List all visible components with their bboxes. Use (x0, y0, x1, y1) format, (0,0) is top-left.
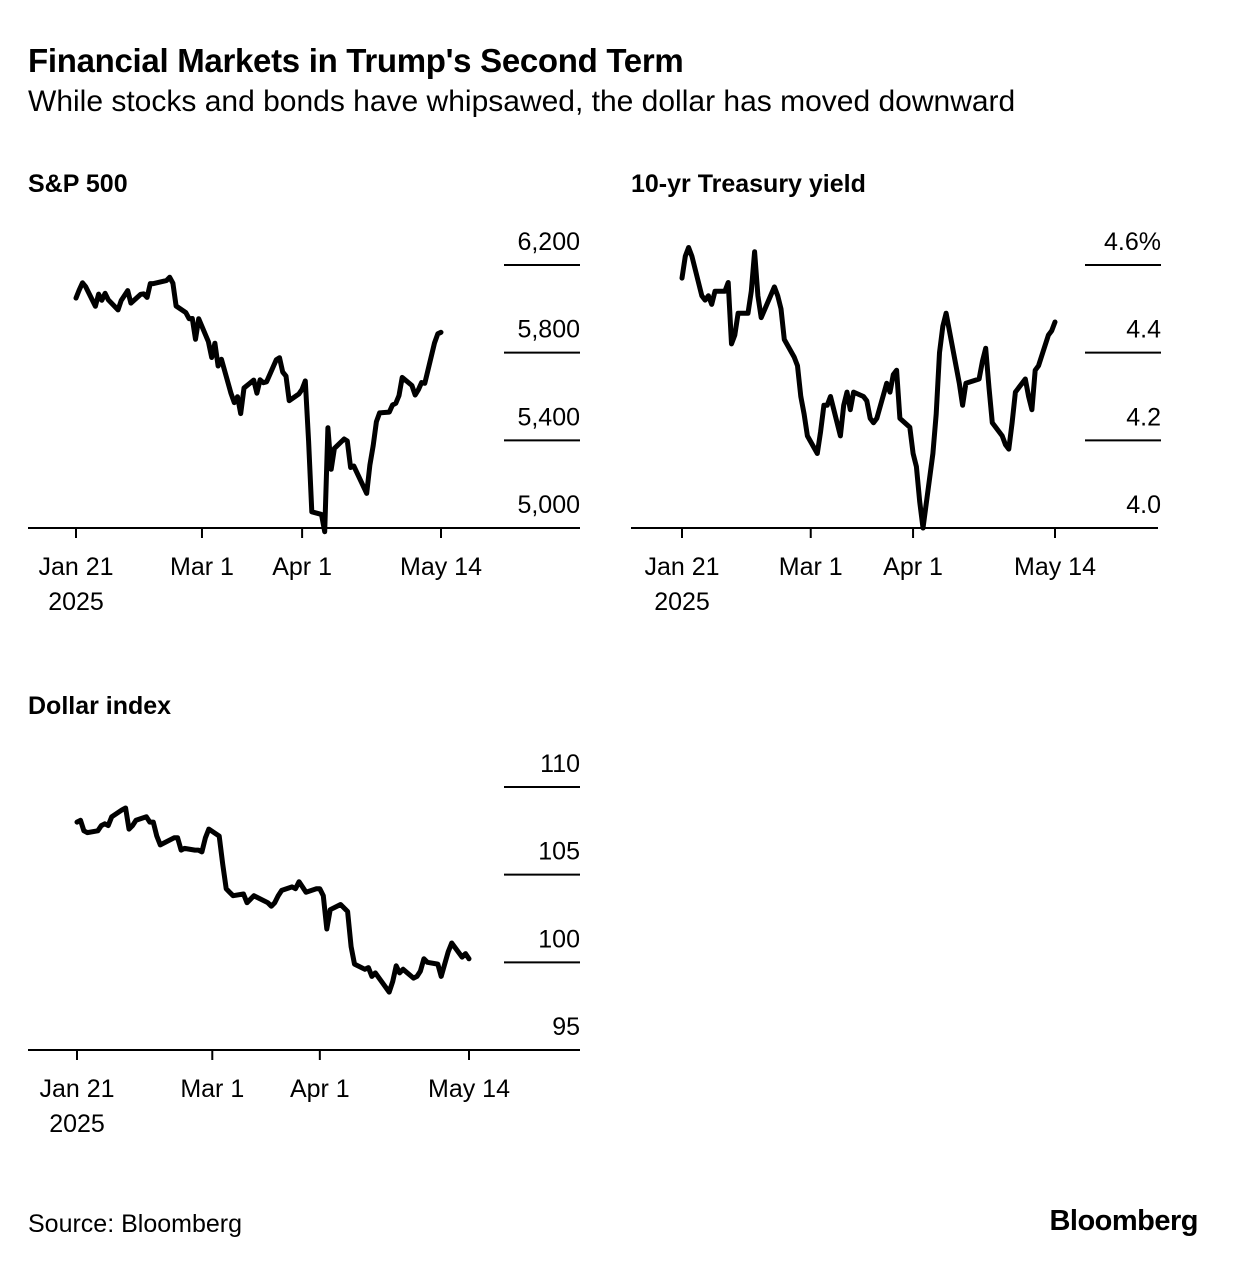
series-line (679, 245, 1058, 531)
y-tick-label: 4.2 (1126, 403, 1161, 431)
dollar-chart: 95 100 105 110 Jan 21 2025 Mar 1 Apr 1 May 14 (28, 750, 580, 1138)
y-tick-label: 4.4 (1126, 316, 1161, 344)
treasury-title: 10-yr Treasury yield (631, 170, 866, 198)
dollar-panel: Dollar index 95 100 105 110 Jan 21 2025 Mar 1 A… (28, 692, 588, 1152)
source-note: Source: Bloomberg (28, 1210, 243, 1238)
x-tick-label: Jan 21 (644, 553, 719, 581)
x-tick-label: May 14 (400, 553, 482, 581)
x-tick-label: May 14 (1014, 553, 1096, 581)
treasury-panel: 10-yr Treasury yield 4.0 4.2 4.4 4.6% Jan 21… (631, 170, 1191, 630)
sp500-panel: S&P 500 5,000 5,400 5,800 6,200 Jan 21 2025 Ma… (28, 170, 588, 630)
x-tick-label: May 14 (428, 1075, 510, 1103)
y-tick-label: 100 (538, 925, 580, 953)
y-tick-label: 5,800 (517, 316, 580, 344)
treasury-chart: 4.0 4.2 4.4 4.6% Jan 21 2025 Mar 1 Apr 1 May 14 (631, 228, 1161, 616)
x-tick-label: Mar 1 (180, 1075, 244, 1103)
x-tick-label: Apr 1 (290, 1075, 350, 1103)
y-tick-label: 105 (538, 838, 580, 866)
x-tick-label: Jan 21 (39, 1075, 114, 1103)
chart-title: Financial Markets in Trump's Second Term (28, 42, 684, 79)
x-tick-label: Apr 1 (883, 553, 943, 581)
y-tick-label: 110 (540, 750, 580, 778)
series-line (74, 805, 472, 995)
y-tick-label: 95 (552, 1013, 580, 1041)
x-tick-sublabel: 2025 (48, 588, 104, 616)
y-tick-label: 6,200 (517, 228, 580, 256)
y-tick-label: 5,400 (517, 403, 580, 431)
series-line (73, 274, 444, 535)
x-tick-label: Apr 1 (272, 553, 332, 581)
x-tick-label: Mar 1 (170, 553, 234, 581)
sp500-title: S&P 500 (28, 170, 128, 198)
bloomberg-logo: Bloomberg (1049, 1205, 1198, 1237)
x-tick-sublabel: 2025 (654, 588, 710, 616)
y-tick-label: 4.0 (1126, 491, 1161, 519)
sp500-chart: 5,000 5,400 5,800 6,200 Jan 21 2025 Mar 1 Apr 1… (28, 228, 580, 616)
chart-subtitle: While stocks and bonds have whipsawed, t… (28, 85, 1016, 118)
x-tick-sublabel: 2025 (49, 1110, 105, 1138)
y-tick-label: 4.6% (1104, 228, 1161, 256)
dollar-title: Dollar index (28, 692, 172, 720)
x-tick-label: Mar 1 (779, 553, 843, 581)
y-tick-label: 5,000 (517, 491, 580, 519)
x-tick-label: Jan 21 (38, 553, 113, 581)
